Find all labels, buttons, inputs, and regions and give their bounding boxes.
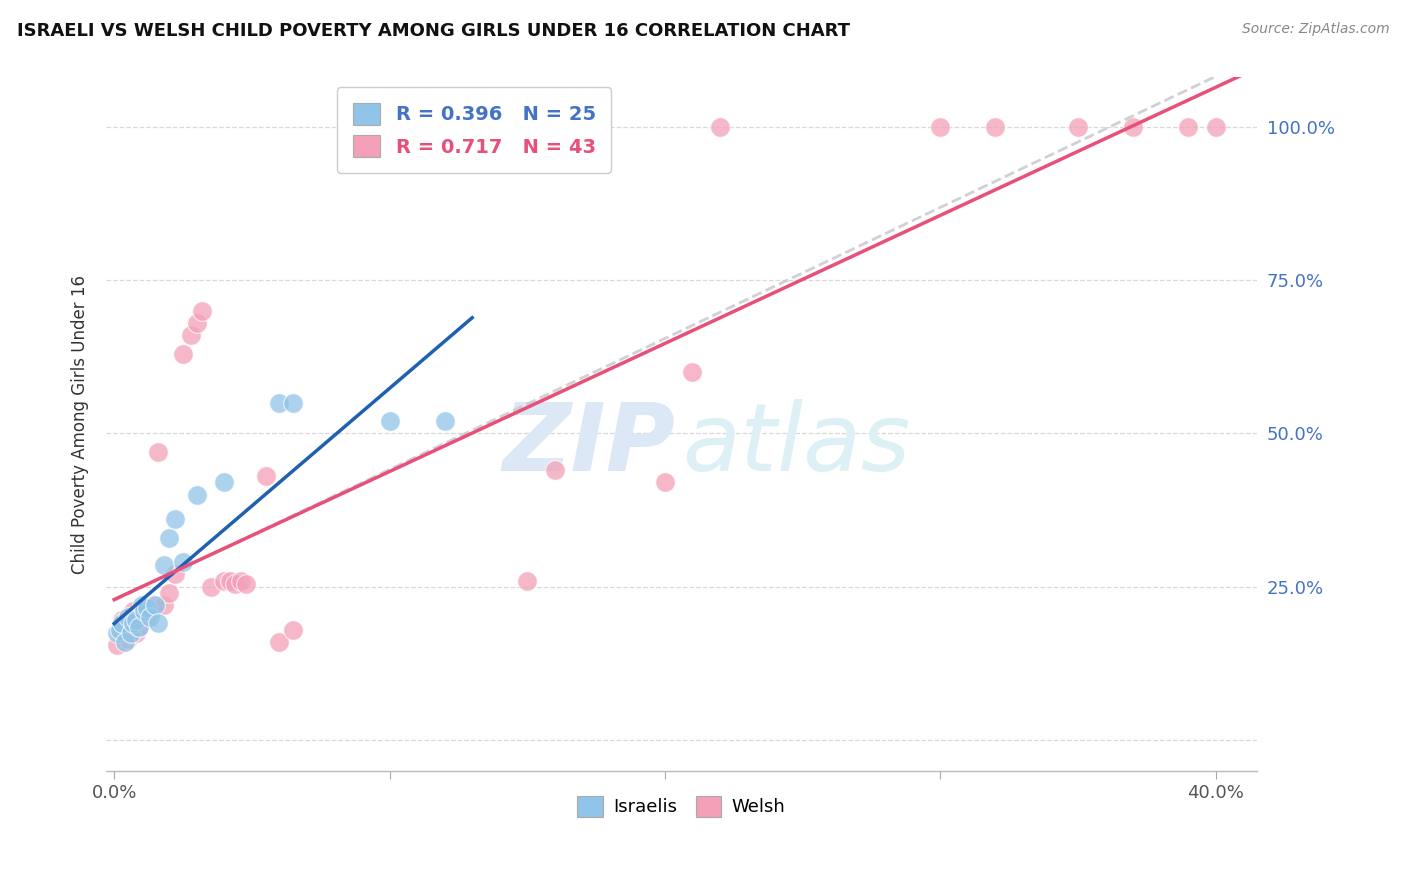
Point xyxy=(120,625,142,640)
Point xyxy=(122,604,145,618)
Point xyxy=(172,346,194,360)
Point xyxy=(1177,120,1199,134)
Point xyxy=(148,616,170,631)
Point xyxy=(139,610,162,624)
Point xyxy=(120,610,142,624)
Point xyxy=(283,395,305,409)
Y-axis label: Child Poverty Among Girls Under 16: Child Poverty Among Girls Under 16 xyxy=(72,275,89,574)
Point xyxy=(214,574,236,588)
Point xyxy=(200,580,222,594)
Point xyxy=(105,625,128,640)
Point xyxy=(145,598,167,612)
Point xyxy=(1067,120,1090,134)
Text: ZIP: ZIP xyxy=(503,399,676,491)
Point xyxy=(709,120,731,134)
Point xyxy=(122,616,145,631)
Point xyxy=(1122,120,1144,134)
Point xyxy=(108,623,131,637)
Point xyxy=(111,616,134,631)
Text: atlas: atlas xyxy=(682,400,911,491)
Point xyxy=(136,610,159,624)
Point xyxy=(235,576,257,591)
Point xyxy=(145,601,167,615)
Point xyxy=(1205,120,1227,134)
Point xyxy=(105,638,128,652)
Text: Source: ZipAtlas.com: Source: ZipAtlas.com xyxy=(1241,22,1389,37)
Point xyxy=(114,635,136,649)
Point xyxy=(180,328,202,343)
Point xyxy=(283,623,305,637)
Point xyxy=(117,610,139,624)
Point xyxy=(117,632,139,646)
Point xyxy=(152,598,174,612)
Point xyxy=(157,586,180,600)
Point xyxy=(152,558,174,573)
Point xyxy=(128,619,150,633)
Point xyxy=(148,444,170,458)
Point xyxy=(254,469,277,483)
Point xyxy=(142,598,165,612)
Point xyxy=(134,604,156,618)
Point xyxy=(224,576,246,591)
Point xyxy=(131,601,153,615)
Text: ISRAELI VS WELSH CHILD POVERTY AMONG GIRLS UNDER 16 CORRELATION CHART: ISRAELI VS WELSH CHILD POVERTY AMONG GIR… xyxy=(17,22,849,40)
Point xyxy=(186,316,208,330)
Point xyxy=(128,619,150,633)
Point xyxy=(125,625,148,640)
Point xyxy=(433,414,456,428)
Point xyxy=(654,475,676,490)
Point xyxy=(186,488,208,502)
Point xyxy=(229,574,252,588)
Point xyxy=(218,574,240,588)
Point xyxy=(516,574,538,588)
Point xyxy=(157,531,180,545)
Point xyxy=(114,625,136,640)
Point xyxy=(269,395,291,409)
Point xyxy=(929,120,952,134)
Point xyxy=(984,120,1007,134)
Legend: Israelis, Welsh: Israelis, Welsh xyxy=(571,789,793,824)
Point xyxy=(134,604,156,618)
Point xyxy=(191,303,214,318)
Point xyxy=(214,475,236,490)
Point xyxy=(108,625,131,640)
Point xyxy=(682,365,704,379)
Point xyxy=(163,567,186,582)
Point xyxy=(163,512,186,526)
Point xyxy=(378,414,401,428)
Point xyxy=(131,598,153,612)
Point xyxy=(136,601,159,615)
Point xyxy=(139,601,162,615)
Point xyxy=(125,613,148,627)
Point xyxy=(172,555,194,569)
Point xyxy=(544,463,567,477)
Point xyxy=(111,613,134,627)
Point xyxy=(269,635,291,649)
